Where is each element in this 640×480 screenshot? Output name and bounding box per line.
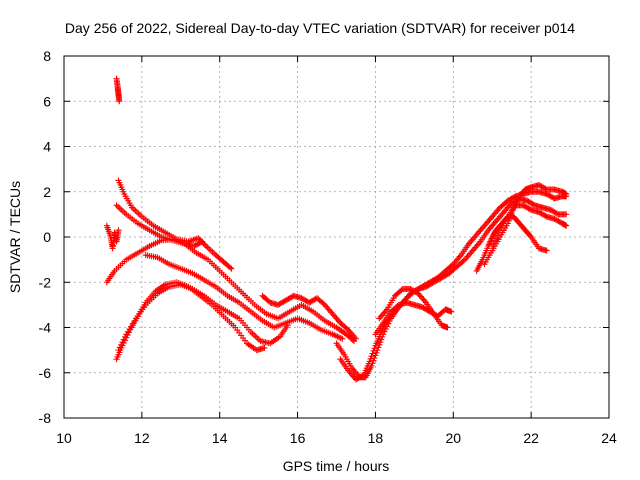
x-tick-labels: 10 12 14 16 18 20 22 24 xyxy=(56,430,617,446)
y-tick-label: -2 xyxy=(39,274,52,290)
data-point xyxy=(352,335,359,342)
data-point xyxy=(530,201,537,208)
series-sat-i xyxy=(113,75,123,105)
y-tick-label: -4 xyxy=(39,320,52,336)
data-point xyxy=(444,324,451,331)
data-point xyxy=(448,308,455,315)
y-axis-title: SDTVAR / TECUs xyxy=(7,181,23,293)
data-point xyxy=(366,358,373,365)
data-point xyxy=(490,240,497,247)
series-sat-e xyxy=(113,202,206,250)
data-point xyxy=(121,333,128,340)
data-point xyxy=(542,212,549,219)
data-point xyxy=(526,206,533,213)
x-tick-label: 16 xyxy=(290,430,306,446)
data-point xyxy=(527,232,534,239)
data-point xyxy=(116,98,123,105)
data-point xyxy=(377,339,384,346)
data-point xyxy=(228,265,235,272)
data-point xyxy=(563,211,570,218)
data-point xyxy=(563,191,570,198)
data-point xyxy=(370,347,377,354)
y-tick-label: 6 xyxy=(43,93,51,109)
data-points xyxy=(103,75,570,383)
data-point xyxy=(115,227,122,234)
data-point xyxy=(542,185,549,192)
data-point xyxy=(495,229,502,236)
series-sat-f xyxy=(142,252,346,342)
data-point xyxy=(448,262,455,269)
series-sat-m xyxy=(376,286,451,331)
data-point xyxy=(119,339,126,346)
x-axis-title: GPS time / hours xyxy=(283,458,390,474)
x-tick-label: 12 xyxy=(134,430,150,446)
x-tick-label: 18 xyxy=(368,430,384,446)
data-point xyxy=(489,243,496,250)
data-point xyxy=(493,235,500,242)
series-sat-p xyxy=(489,202,570,250)
series-sat-d xyxy=(115,177,235,272)
data-point xyxy=(359,372,366,379)
y-tick-labels: -8 -6 -4 -2 0 2 4 6 8 xyxy=(39,48,52,426)
data-point xyxy=(197,239,204,246)
y-tick-label: 0 xyxy=(43,229,51,245)
series-sat-h xyxy=(103,222,122,252)
y-tick-label: -8 xyxy=(39,410,52,426)
data-point xyxy=(398,287,405,294)
data-point xyxy=(227,264,234,271)
data-point xyxy=(116,344,123,351)
data-point xyxy=(339,335,346,342)
data-point xyxy=(554,210,561,217)
y-tick-label: 8 xyxy=(43,48,51,64)
series-sat-j xyxy=(333,188,570,381)
grid xyxy=(64,56,609,418)
y-tick-label: 2 xyxy=(43,184,51,200)
data-point xyxy=(343,325,350,332)
series-sat-b xyxy=(115,281,291,354)
data-point xyxy=(261,344,268,351)
data-point xyxy=(378,336,385,343)
data-point xyxy=(320,300,327,307)
data-point xyxy=(491,237,498,244)
data-point xyxy=(371,345,378,352)
y-tick-label: 4 xyxy=(43,139,51,155)
series-sat-g xyxy=(259,292,359,342)
x-tick-label: 20 xyxy=(445,430,461,446)
x-tick-label: 14 xyxy=(212,430,228,446)
data-point xyxy=(120,336,127,343)
data-point xyxy=(368,353,375,360)
data-point xyxy=(369,350,376,357)
x-tick-label: 22 xyxy=(523,430,539,446)
data-point xyxy=(563,222,570,229)
data-point xyxy=(367,355,374,362)
data-point xyxy=(199,238,206,245)
x-tick-label: 24 xyxy=(601,430,617,446)
series-sat-k xyxy=(337,195,570,383)
chart-title: Day 256 of 2022, Sidereal Day-to-day VTE… xyxy=(65,20,575,36)
data-point xyxy=(118,341,125,348)
axis-ticks xyxy=(63,55,610,419)
data-point xyxy=(543,247,550,254)
data-point xyxy=(460,257,467,264)
data-point xyxy=(201,241,208,248)
data-point xyxy=(494,232,501,239)
x-tick-label: 10 xyxy=(56,430,72,446)
data-point xyxy=(195,235,202,242)
data-point xyxy=(115,347,122,354)
y-tick-label: -6 xyxy=(39,365,52,381)
